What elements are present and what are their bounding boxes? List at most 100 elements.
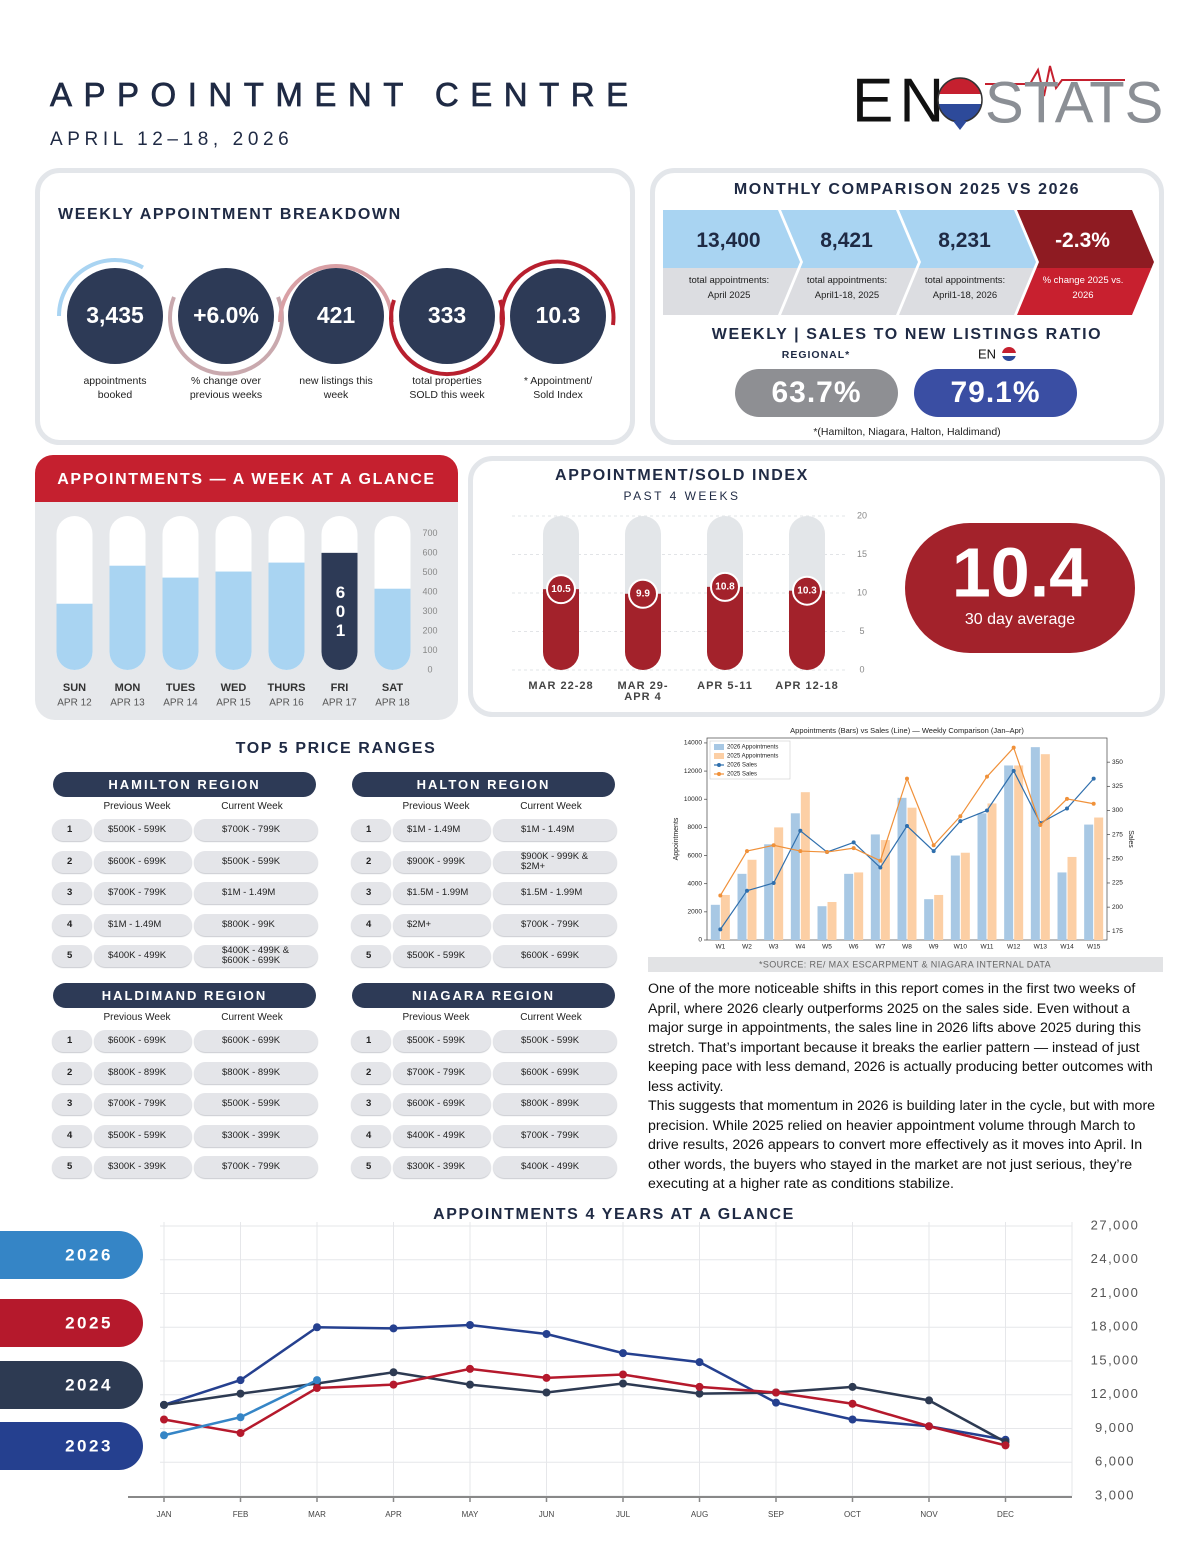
bar [790, 813, 800, 940]
x-tick-label: W13 [1034, 944, 1048, 951]
x-tick-sublabel: APR 16 [269, 698, 304, 709]
x-tick-label: W5 [822, 944, 832, 951]
arc [499, 259, 616, 326]
section-title: APPOINTMENTS — A WEEK AT A GLANCE [57, 471, 436, 488]
x-tick-label: W12 [1007, 944, 1021, 951]
previous-range: $1M - 1.49M [393, 819, 491, 841]
source: *SOURCE: RE/ MAX ESCARPMENT & NIAGARA IN… [759, 959, 1051, 969]
rank: 5 [351, 1156, 391, 1178]
x-tick-label: W15 [1087, 944, 1101, 951]
bar [1084, 824, 1094, 940]
logo-text: STATS [985, 70, 1163, 135]
commentary: One of the more noticeable shifts in thi… [648, 980, 1164, 1195]
x-tick-label: W11 [981, 944, 994, 951]
marker [878, 865, 883, 870]
x-tick-label: AUG [691, 1510, 708, 1519]
y-tick-label: 6000 [688, 852, 703, 859]
y2-tick-label: 325 [1112, 783, 1123, 790]
x-tick-label: JAN [156, 1510, 171, 1519]
legend-label: 2025 Appointments [727, 754, 778, 760]
current-range: $500K - 599K [194, 1093, 318, 1115]
rank: 5 [351, 945, 391, 967]
logo-text: EN [852, 66, 950, 135]
stat-circle [288, 268, 384, 364]
y2-tick-label: 225 [1112, 880, 1123, 887]
bar [880, 840, 890, 940]
x-tick-label: W10 [954, 944, 968, 951]
comparison-label: total appointments: April1-18, 2026 [924, 275, 1006, 301]
x-tick-label: NOV [920, 1510, 938, 1519]
value-badge [546, 574, 576, 605]
legend-pill [0, 1361, 143, 1409]
marker [466, 1364, 474, 1373]
marker [619, 1349, 627, 1358]
marker [1038, 822, 1043, 827]
marker [931, 843, 936, 848]
current-range: $900K - 999K & $2M+ [493, 850, 617, 873]
rank: 2 [351, 850, 391, 873]
section-title: TOP 5 PRICE RANGES [235, 740, 437, 757]
y-tick-label: 12,000 [1091, 1386, 1140, 1401]
chevron-top [899, 210, 1036, 268]
bar [764, 844, 774, 940]
marker [925, 1396, 933, 1405]
ratio-pill [914, 369, 1077, 417]
x-tick-sublabel: APR 14 [163, 698, 198, 709]
previous-range: $500K - 599K [393, 1030, 491, 1052]
bar [321, 552, 358, 670]
region-header: NIAGARA REGION [352, 983, 615, 1008]
current-range: $800K - 899K [493, 1093, 617, 1115]
x-tick-label: THURS [268, 682, 306, 694]
x-tick-label: WED [221, 682, 247, 694]
previous-range: $600K - 699K [94, 850, 192, 873]
previous-range: $600K - 699K [393, 1093, 491, 1115]
marker [160, 1400, 168, 1409]
bar [827, 901, 837, 940]
marker [925, 1422, 933, 1431]
stat-value: +6.0% [193, 302, 259, 328]
bar [950, 855, 960, 940]
marker [313, 1323, 321, 1332]
marker [848, 1382, 857, 1391]
y2-tick-label: 175 [1112, 928, 1123, 935]
legend-swatch [717, 772, 721, 776]
legend-label: 2026 Sales [727, 763, 757, 769]
value-badge [792, 575, 822, 606]
marker [905, 823, 909, 828]
legend-label: 2025 [65, 1313, 113, 1332]
previous-range: $700K - 799K [94, 882, 192, 904]
bar [720, 894, 730, 940]
bar [854, 872, 864, 940]
subtitle: PAST 4 WEEKS [623, 489, 741, 503]
plot-frame [706, 737, 1108, 941]
bar [1030, 747, 1040, 940]
marker [745, 849, 749, 854]
column-header: Current Week [221, 1012, 283, 1023]
legend-label: 2025 Sales [727, 772, 757, 778]
arc [389, 299, 505, 377]
marker [931, 849, 936, 854]
column-header: Current Week [520, 801, 582, 812]
legend-swatch [714, 744, 724, 750]
bar [987, 803, 997, 940]
bar [1014, 765, 1024, 940]
previous-range: $400K - 499K [94, 945, 192, 967]
x-tick-sublabel: APR 18 [375, 698, 410, 709]
y-tick-label: 10000 [684, 796, 702, 803]
region-header: HALTON REGION [352, 772, 615, 797]
bar [817, 906, 827, 940]
marker [695, 1358, 704, 1367]
previous-range: $700K - 799K [393, 1061, 491, 1084]
value-label: 9.9 [636, 588, 650, 599]
stat-value: 333 [427, 302, 467, 328]
x-tick-label: W1 [715, 944, 725, 951]
brand-logo: EN [978, 346, 996, 361]
brand-value: 79.1% [950, 376, 1041, 409]
y-tick-label: 0 [698, 937, 702, 944]
marker [905, 776, 909, 781]
y-tick-label: 300 [422, 606, 437, 616]
marker [236, 1389, 245, 1398]
x-tick-label: MAR [308, 1510, 326, 1519]
y-tick-label: 24,000 [1091, 1251, 1140, 1266]
